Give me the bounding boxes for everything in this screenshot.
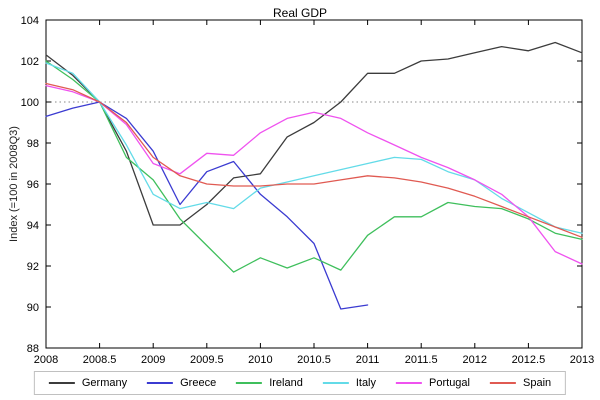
legend-label: Spain [523,377,552,389]
legend-item-portugal: Portugal [396,377,470,389]
legend-line [322,382,349,384]
svg-text:2008: 2008 [34,354,58,366]
legend-label: Germany [81,377,128,389]
svg-text:102: 102 [21,56,39,68]
legend-item-ireland: Ireland [236,377,303,389]
svg-text:2012: 2012 [463,354,487,366]
svg-text:2013: 2013 [570,354,594,366]
legend-line [48,382,75,384]
legend-item-greece: Greece [147,377,216,389]
svg-text:98: 98 [27,138,39,150]
svg-text:2008.5: 2008.5 [83,354,117,366]
legend-label: Italy [355,377,377,389]
svg-text:2010: 2010 [248,354,272,366]
svg-text:88: 88 [27,343,39,355]
legend-line [147,382,174,384]
legend-item-spain: Spain [490,377,551,389]
legend: Germany Greece Ireland Italy Portugal Sp… [33,371,567,395]
svg-text:94: 94 [27,220,39,232]
legend-line [396,382,423,384]
svg-text:2009: 2009 [141,354,165,366]
legend-label: Greece [180,377,217,389]
svg-text:104: 104 [21,15,39,27]
legend-label: Portugal [429,377,470,389]
svg-text:2012.5: 2012.5 [512,354,546,366]
svg-text:96: 96 [27,179,39,191]
svg-text:2011.5: 2011.5 [405,354,438,366]
svg-text:2010.5: 2010.5 [297,354,331,366]
svg-text:92: 92 [27,261,39,273]
legend-item-italy: Italy [322,377,377,389]
chart-title: Real GDP [272,6,328,20]
legend-line [236,382,263,384]
svg-text:90: 90 [27,302,39,314]
svg-text:100: 100 [21,97,39,109]
legend-item-germany: Germany [48,377,128,389]
svg-text:2009.5: 2009.5 [190,354,224,366]
legend-label: Ireland [269,377,303,389]
svg-text:2011: 2011 [356,354,380,366]
legend-line [490,382,516,384]
